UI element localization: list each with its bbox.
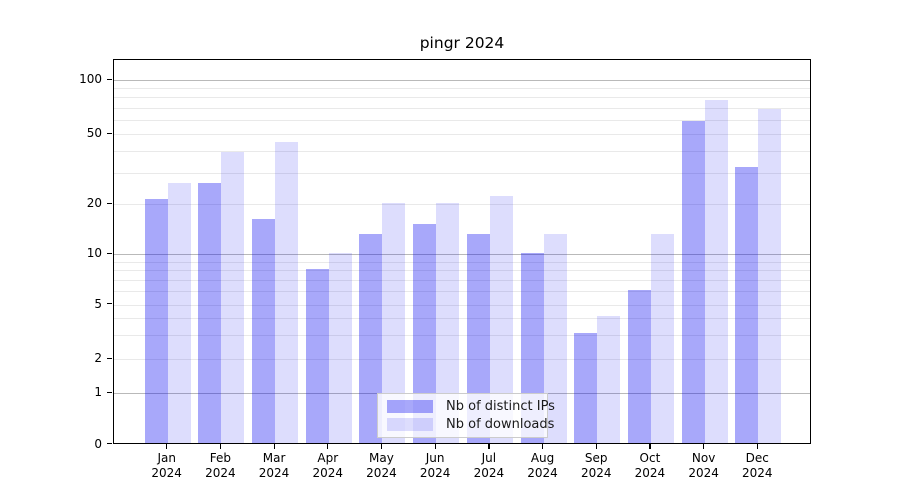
legend-row-downloads: Nb of downloads bbox=[387, 417, 554, 432]
bar-downloads bbox=[704, 99, 728, 443]
x-tick-mark bbox=[273, 444, 275, 449]
x-tick-mark bbox=[703, 444, 705, 449]
gridline-minor bbox=[114, 291, 810, 293]
bar-downloads bbox=[597, 316, 621, 443]
bar-downloads bbox=[167, 182, 191, 443]
bar-distinct-ips bbox=[466, 233, 490, 443]
gridline-major bbox=[114, 254, 810, 256]
x-tick-mark bbox=[434, 444, 436, 449]
bar-downloads bbox=[650, 233, 674, 443]
bar-distinct-ips bbox=[144, 199, 168, 443]
gridline-minor bbox=[114, 304, 810, 306]
gridline-major bbox=[114, 80, 810, 81]
x-tick-mark bbox=[756, 444, 758, 449]
y-tick-mark bbox=[107, 78, 112, 80]
y-tick-mark bbox=[107, 252, 112, 254]
gridline-minor bbox=[114, 107, 810, 109]
gridline-minor bbox=[114, 134, 810, 135]
x-tick-label: May 2024 bbox=[366, 450, 397, 480]
bar-downloads bbox=[436, 202, 460, 443]
gridline-minor bbox=[114, 173, 810, 175]
bar-distinct-ips bbox=[574, 333, 598, 443]
bar-downloads bbox=[382, 202, 406, 443]
plot-area bbox=[113, 59, 811, 444]
x-tick-label: Jun 2024 bbox=[419, 450, 451, 480]
y-tick-label: 10 bbox=[86, 246, 102, 261]
y-tick-mark bbox=[107, 443, 112, 445]
x-tick-mark bbox=[488, 444, 490, 449]
x-tick-mark bbox=[542, 444, 544, 449]
bar-distinct-ips bbox=[252, 218, 276, 443]
y-tick-label: 100 bbox=[79, 72, 102, 86]
x-tick-mark bbox=[595, 444, 597, 449]
y-tick-label: 0 bbox=[94, 436, 102, 451]
x-tick-label: Oct 2024 bbox=[634, 450, 666, 480]
bar-downloads bbox=[758, 108, 782, 443]
legend-swatch-downloads bbox=[387, 417, 433, 431]
legend-label-downloads: Nb of downloads bbox=[446, 416, 555, 432]
bar-distinct-ips bbox=[681, 120, 705, 443]
gridline-minor bbox=[114, 119, 810, 121]
x-tick-label: Jul 2024 bbox=[473, 450, 505, 480]
x-tick-label: Dec 2024 bbox=[742, 450, 773, 480]
x-tick-mark bbox=[649, 444, 651, 449]
y-tick-mark bbox=[107, 303, 112, 305]
x-tick-label: Aug 2024 bbox=[527, 450, 558, 480]
bar-distinct-ips bbox=[359, 233, 383, 443]
y-tick-mark bbox=[107, 391, 112, 393]
gridline-minor bbox=[114, 204, 810, 206]
bar-distinct-ips bbox=[627, 289, 651, 443]
x-tick-mark bbox=[219, 444, 222, 449]
gridline-minor bbox=[114, 280, 810, 282]
bar-downloads bbox=[489, 195, 513, 443]
y-tick-mark bbox=[107, 132, 112, 134]
legend-swatch-distinct-ips bbox=[387, 400, 433, 414]
gridline-minor bbox=[114, 261, 810, 263]
x-tick-mark bbox=[327, 444, 329, 449]
bar-distinct-ips bbox=[413, 223, 437, 443]
bar-downloads bbox=[275, 142, 299, 443]
chart-title: pingr 2024 bbox=[419, 34, 505, 52]
y-tick-mark bbox=[107, 202, 112, 204]
x-tick-label: Feb 2024 bbox=[205, 450, 236, 480]
x-tick-mark bbox=[166, 444, 168, 449]
x-tick-mark bbox=[380, 444, 383, 449]
x-tick-label: Mar 2024 bbox=[258, 450, 290, 480]
y-tick-label: 2 bbox=[94, 351, 102, 365]
bar-distinct-ips bbox=[735, 166, 759, 443]
y-tick-label: 50 bbox=[86, 126, 102, 140]
bar-distinct-ips bbox=[198, 182, 222, 443]
x-tick-label: Jan 2024 bbox=[151, 450, 182, 480]
gridline-minor bbox=[114, 270, 810, 272]
gridline-minor bbox=[114, 359, 810, 360]
legend: Nb of distinct IPs Nb of downloads bbox=[377, 393, 555, 438]
x-tick-label: Nov 2024 bbox=[688, 450, 719, 480]
bar-distinct-ips bbox=[305, 268, 329, 443]
gridline-minor bbox=[114, 151, 810, 153]
gridline-minor bbox=[114, 334, 810, 336]
y-tick-label: 20 bbox=[86, 196, 102, 211]
gridline-minor bbox=[114, 88, 810, 90]
y-tick-label: 1 bbox=[94, 385, 102, 399]
bar-downloads bbox=[221, 151, 245, 443]
bar-downloads bbox=[328, 252, 352, 443]
x-tick-label: Apr 2024 bbox=[312, 450, 344, 480]
x-tick-label: Sep 2024 bbox=[580, 450, 612, 480]
gridline-minor bbox=[114, 317, 810, 319]
gridline-minor bbox=[114, 97, 810, 99]
bar-downloads bbox=[543, 233, 567, 443]
y-tick-label: 5 bbox=[94, 296, 102, 311]
legend-row-distinct-ips: Nb of distinct IPs bbox=[387, 399, 555, 414]
legend-label-distinct-ips: Nb of distinct IPs bbox=[446, 399, 555, 415]
y-tick-mark bbox=[107, 357, 112, 359]
